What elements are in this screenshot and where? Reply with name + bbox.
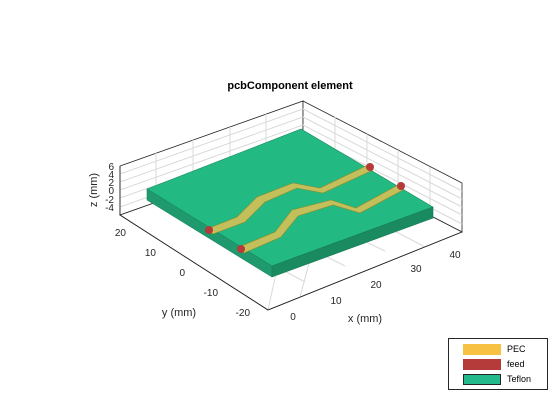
feed-points: [205, 163, 405, 253]
y-tick: 20: [115, 228, 127, 239]
feed-point: [205, 226, 213, 234]
x-tick: 10: [330, 296, 342, 307]
trace-lower: [238, 184, 404, 254]
y-tick: 0: [179, 268, 185, 279]
trace-upper: [206, 164, 374, 235]
legend-label: Teflon: [507, 374, 532, 384]
axis-lines: [119, 166, 463, 311]
z-tick: -2: [105, 195, 114, 206]
legend-label: PEC: [507, 344, 526, 354]
legend-item-pec: PEC: [449, 343, 547, 357]
legend-label: feed: [507, 359, 525, 369]
z-tick: 6: [108, 162, 114, 173]
legend: PEC feed Teflon: [448, 338, 548, 390]
x-tick: 20: [370, 280, 382, 291]
y-tick: -10: [204, 288, 219, 299]
legend-swatch: [463, 374, 501, 385]
x-tick: 30: [410, 264, 422, 275]
substrate-right-face: [271, 206, 434, 278]
legend-item-feed: feed: [449, 358, 547, 372]
feed-point: [366, 163, 374, 171]
plot-title: pcbComponent element: [227, 80, 353, 92]
x-tick: 40: [449, 250, 461, 261]
z-tick: 0: [108, 186, 114, 197]
legend-swatch: [463, 344, 501, 355]
z-axis-ticks: 6 4 2 0 -2 -4: [105, 162, 114, 214]
y-tick: -20: [236, 308, 251, 319]
x-axis-ticks: 0 10 20 30 40: [290, 250, 461, 323]
x-axis-label: x (mm): [348, 313, 382, 325]
legend-item-teflon: Teflon: [449, 373, 547, 387]
z-tick: -4: [105, 203, 114, 214]
z-tick: 4: [108, 170, 114, 181]
z-axis-label: z (mm): [88, 173, 100, 207]
pec-traces: [206, 164, 404, 254]
y-axis-label: y (mm): [162, 307, 196, 319]
feed-point: [237, 245, 245, 253]
legend-swatch: [463, 359, 501, 370]
y-axis-ticks: 20 10 0 -10 -20: [115, 228, 251, 319]
z-tick: 2: [108, 178, 114, 189]
x-tick: 0: [290, 312, 296, 323]
feed-point: [397, 182, 405, 190]
y-tick: 10: [145, 248, 157, 259]
